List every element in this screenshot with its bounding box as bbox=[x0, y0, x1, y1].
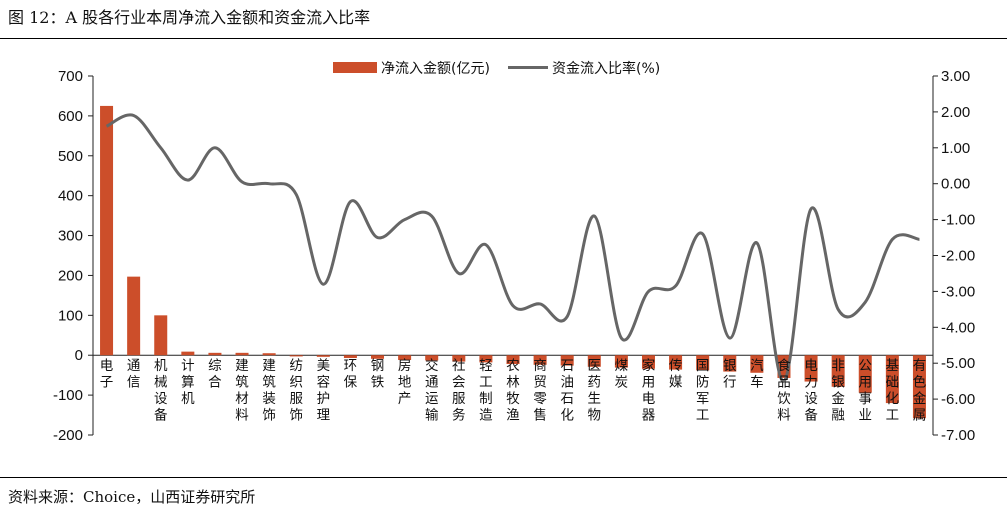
category-label-食品饮料: 食品饮料 bbox=[777, 357, 791, 424]
right-tick-label: -5.00 bbox=[941, 355, 975, 372]
figure-title: 图 12：A 股各行业本周净流入金额和资金流入比率 bbox=[8, 8, 371, 27]
category-label-基础化工: 基础化工 bbox=[886, 357, 900, 424]
legend-label-bar: 净流入金额(亿元) bbox=[381, 61, 490, 77]
bar-有色金属 bbox=[912, 355, 926, 419]
right-tick-label: 0.00 bbox=[941, 176, 970, 193]
category-label-综合: 综合 bbox=[208, 358, 222, 391]
right-tick-label: -2.00 bbox=[941, 248, 975, 265]
bar-通信 bbox=[127, 276, 141, 356]
bar-煤炭 bbox=[614, 355, 628, 368]
category-label-机械设备: 机械设备 bbox=[154, 358, 168, 424]
category-label-家用电器: 家用电器 bbox=[642, 357, 656, 424]
bar-轻工制造 bbox=[479, 355, 493, 363]
right-tick-label: -6.00 bbox=[941, 391, 975, 408]
bar-电力设备 bbox=[804, 355, 818, 382]
bar-社会服务 bbox=[452, 355, 466, 362]
bar-农林牧渔 bbox=[506, 355, 520, 364]
left-tick-label: 400 bbox=[58, 188, 83, 205]
axes: -200 -100 0 100 200 300 400 500 600 700 -7.00 -6.00… bbox=[53, 68, 975, 444]
category-label-轻工制造: 轻工制造 bbox=[479, 358, 493, 424]
left-tick-label: 0 bbox=[75, 347, 83, 364]
bottom-rule bbox=[0, 477, 1007, 478]
bar-钢铁 bbox=[371, 355, 385, 359]
bar-银行 bbox=[723, 355, 737, 372]
bar-医药生物 bbox=[587, 355, 601, 367]
category-label-计算机: 计算机 bbox=[181, 358, 195, 407]
bar-计算机 bbox=[181, 351, 195, 356]
bar-传媒 bbox=[669, 355, 683, 370]
bar-国防军工 bbox=[696, 355, 710, 371]
bar-公用事业 bbox=[858, 355, 872, 393]
category-label-有色金属: 有色金属 bbox=[913, 358, 927, 424]
bar-汽车 bbox=[750, 355, 764, 373]
category-label-建筑材料: 建筑材料 bbox=[235, 358, 249, 424]
legend-label-line: 资金流入比率(%) bbox=[552, 60, 660, 77]
category-label-商贸零售: 商贸零售 bbox=[533, 358, 547, 424]
category-label-建筑装饰: 建筑装饰 bbox=[262, 358, 276, 424]
bar-房地产 bbox=[398, 355, 412, 361]
bar-电子 bbox=[100, 105, 114, 356]
left-tick-label: -100 bbox=[53, 387, 83, 404]
category-label-非银金融: 非银金融 bbox=[831, 358, 845, 424]
right-tick-label: -1.00 bbox=[941, 212, 975, 229]
bar-机械设备 bbox=[154, 315, 168, 356]
right-tick-label: 1.00 bbox=[941, 140, 970, 157]
bar-美容护理 bbox=[316, 355, 330, 357]
category-label-石油石化: 石油石化 bbox=[560, 358, 574, 424]
right-tick-label: 2.00 bbox=[941, 104, 970, 121]
figure-source: 资料来源：Choice，山西证券研究所 bbox=[8, 488, 256, 506]
left-tick-label: -200 bbox=[53, 427, 83, 444]
left-tick-label: 600 bbox=[58, 108, 83, 125]
category-label-电子: 电子 bbox=[100, 358, 114, 391]
bar-series bbox=[100, 105, 926, 419]
bar-建筑材料 bbox=[235, 352, 249, 356]
category-label-社会服务: 社会服务 bbox=[452, 358, 466, 424]
category-label-美容护理: 美容护理 bbox=[317, 358, 331, 424]
category-label-医药生物: 医药生物 bbox=[588, 358, 602, 424]
bar-家用电器 bbox=[641, 355, 655, 369]
line-series bbox=[105, 113, 920, 383]
right-tick-label: -4.00 bbox=[941, 319, 975, 336]
bar-纺织服饰 bbox=[289, 355, 303, 357]
bar-石油石化 bbox=[560, 355, 574, 366]
category-label-农林牧渔: 农林牧渔 bbox=[506, 358, 520, 424]
left-tick-label: 300 bbox=[58, 228, 83, 245]
category-label-钢铁: 钢铁 bbox=[371, 358, 385, 391]
legend-swatch-bar bbox=[333, 62, 377, 73]
bar-商贸零售 bbox=[533, 355, 547, 365]
bar-环保 bbox=[343, 355, 357, 359]
left-tick-label: 500 bbox=[58, 148, 83, 165]
top-rule bbox=[0, 38, 1007, 39]
category-label-银行: 银行 bbox=[723, 358, 737, 391]
category-label-汽车: 汽车 bbox=[750, 358, 764, 391]
category-label-国防军工: 国防军工 bbox=[696, 358, 710, 424]
category-label-公用事业: 公用事业 bbox=[859, 358, 873, 424]
right-tick-label: -3.00 bbox=[941, 283, 975, 300]
category-label-房地产: 房地产 bbox=[398, 358, 412, 407]
bar-交通运输 bbox=[425, 355, 439, 361]
category-labels: 电子通信机械设备计算机综合建筑材料建筑装饰纺织服饰美容护理环保钢铁房地产交通运输… bbox=[100, 357, 927, 424]
category-label-通信: 通信 bbox=[127, 358, 141, 391]
category-label-煤炭: 煤炭 bbox=[615, 358, 629, 391]
category-label-传媒: 传媒 bbox=[669, 358, 683, 391]
left-tick-label: 100 bbox=[58, 307, 83, 324]
right-tick-label: -7.00 bbox=[941, 427, 975, 444]
legend: 净流入金额(亿元) 资金流入比率(%) bbox=[333, 60, 660, 77]
inflow-ratio-line bbox=[105, 113, 920, 383]
bar-建筑装饰 bbox=[262, 353, 276, 356]
bar-非银金融 bbox=[831, 355, 845, 387]
category-label-交通运输: 交通运输 bbox=[425, 357, 439, 424]
right-tick-label: 3.00 bbox=[941, 68, 970, 85]
category-label-电力设备: 电力设备 bbox=[804, 358, 818, 424]
category-label-环保: 环保 bbox=[344, 358, 358, 391]
bar-综合 bbox=[208, 352, 222, 356]
category-label-纺织服饰: 纺织服饰 bbox=[289, 358, 303, 424]
bar-基础化工 bbox=[885, 355, 899, 404]
left-tick-label: 200 bbox=[58, 267, 83, 284]
left-tick-label: 700 bbox=[58, 68, 83, 85]
